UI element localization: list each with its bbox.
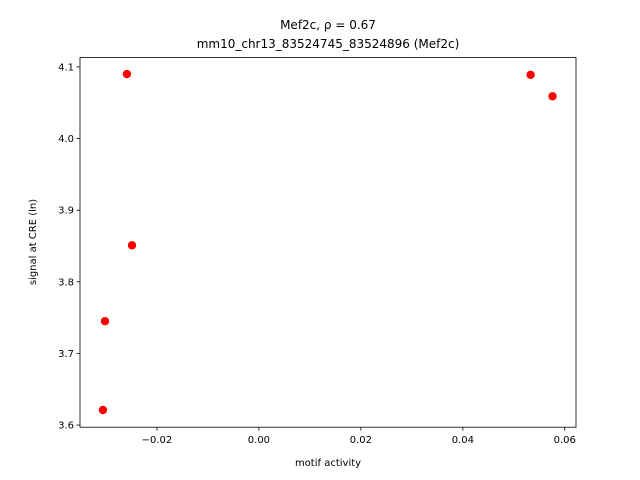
point: [548, 92, 557, 101]
chart-title: Mef2c, ρ = 0.67: [280, 18, 376, 32]
y-tick-label: 4.0: [58, 134, 74, 145]
x-tick-label: 0.04: [452, 435, 474, 446]
plot-frame: [79, 57, 577, 428]
x-tick-label: 0.02: [350, 435, 372, 446]
y-axis-label: signal at CRE (ln): [28, 199, 39, 285]
y-tick-label: 3.8: [58, 277, 74, 288]
point: [98, 405, 108, 415]
x-tick-label: −0.02: [142, 435, 173, 446]
point: [122, 69, 132, 79]
chart-subtitle: mm10_chr13_83524745_83524896 (Mef2c): [197, 37, 460, 51]
y-tick-label: 4.1: [58, 62, 74, 73]
x-tick-label: 0.00: [248, 435, 270, 446]
y-tick-label: 3.7: [58, 349, 74, 360]
point: [100, 316, 110, 326]
x-tick-label: 0.06: [554, 435, 576, 446]
point: [127, 241, 137, 250]
y-tick-label: 3.6: [58, 421, 74, 432]
x-axis-label: motif activity: [295, 458, 361, 469]
y-tick-label: 3.9: [58, 206, 74, 217]
point: [526, 70, 535, 79]
